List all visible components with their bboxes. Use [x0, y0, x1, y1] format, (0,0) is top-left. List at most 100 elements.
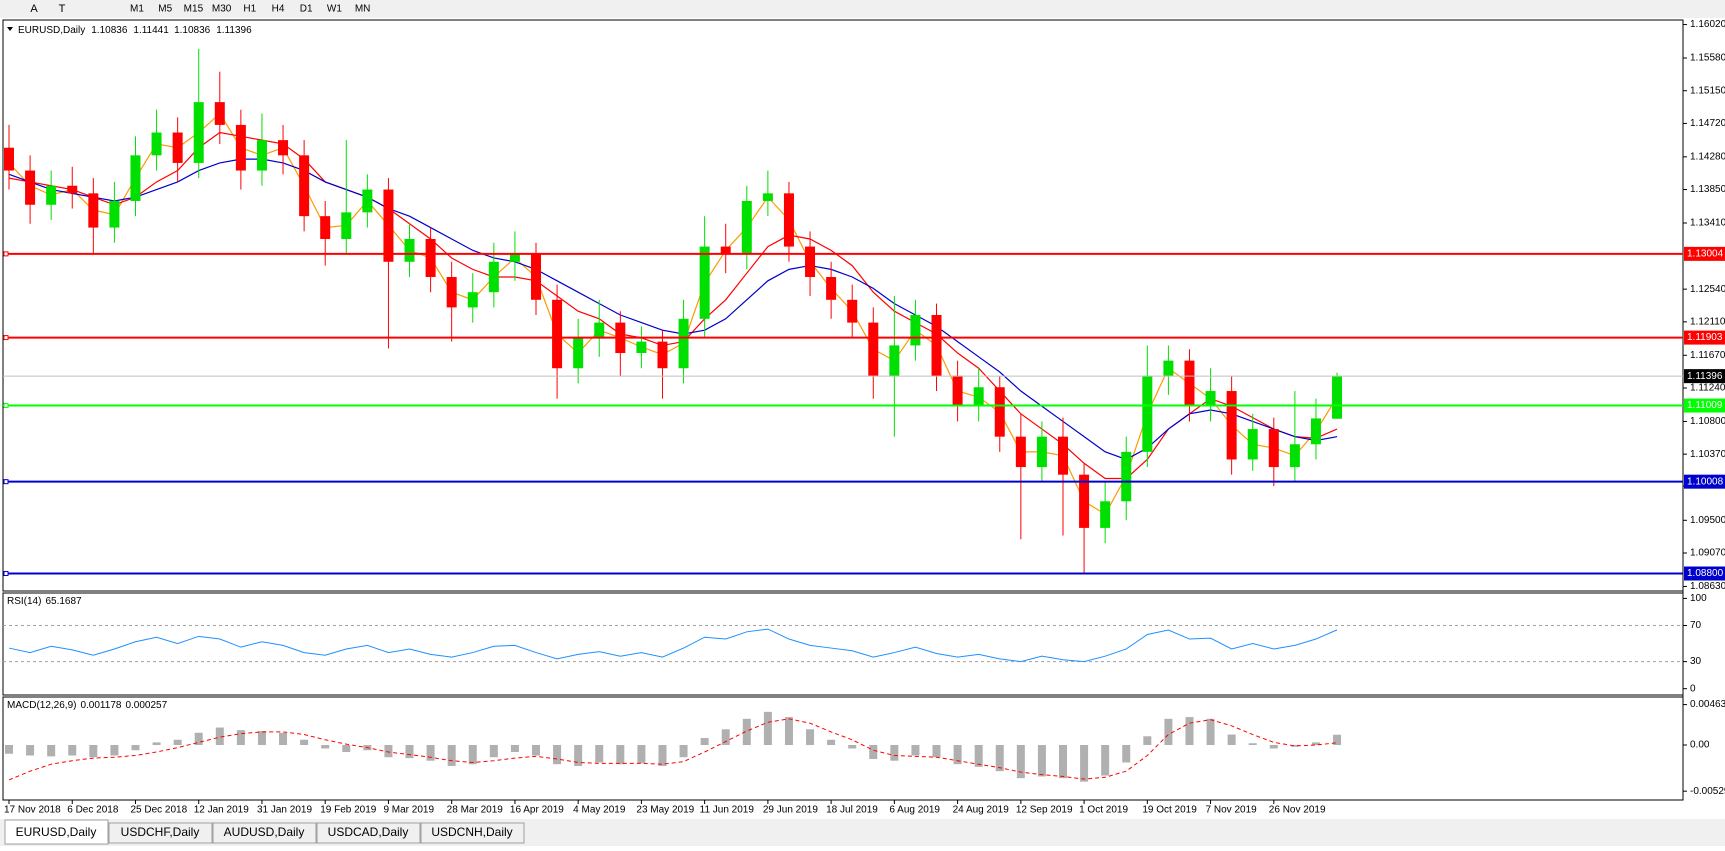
- macd-bar: [152, 742, 161, 746]
- level-label: 1.11903: [1687, 332, 1723, 343]
- macd-bar: [574, 745, 583, 766]
- tab[interactable]: [420, 822, 525, 844]
- toolbar: [0, 0, 1725, 18]
- candle-body: [193, 102, 204, 163]
- tab[interactable]: [316, 822, 421, 844]
- macd-bar: [89, 745, 98, 758]
- x-tick-label: 11 Jun 2019: [700, 805, 755, 816]
- timeframe-button[interactable]: M1: [130, 4, 144, 15]
- macd-bar: [911, 745, 920, 756]
- y-tick-label: 0: [1690, 683, 1696, 694]
- candle-body: [446, 276, 457, 308]
- y-tick-label: 1.10800: [1690, 416, 1725, 427]
- candle-body: [1036, 436, 1047, 468]
- macd-bar: [784, 717, 793, 746]
- candle-body: [404, 238, 415, 262]
- tab-label[interactable]: EURUSD,Daily: [16, 825, 97, 839]
- x-tick-label: 4 May 2019: [573, 805, 626, 816]
- candle-body: [383, 189, 394, 262]
- current-price-label: 1.11396: [1687, 371, 1723, 382]
- moving-average: [8, 158, 1338, 461]
- candle-body: [826, 276, 837, 300]
- macd-signal-value: 0.000257: [125, 700, 167, 711]
- macd-bar: [300, 739, 309, 746]
- candle-body: [847, 299, 858, 323]
- timeframe-button[interactable]: W1: [327, 4, 342, 15]
- timeframe-button[interactable]: D1: [300, 4, 313, 15]
- tool-icon[interactable]: T: [59, 3, 66, 15]
- candle-body: [509, 254, 520, 262]
- macd-bar: [658, 745, 667, 766]
- main-pane: [2, 19, 1684, 592]
- ohlc-value: 1.11396: [216, 25, 252, 36]
- y-tick-label: 1.14720: [1690, 118, 1725, 129]
- x-tick-label: 12 Sep 2019: [1016, 805, 1073, 816]
- tab[interactable]: [212, 822, 317, 844]
- candle-body: [573, 337, 584, 369]
- x-tick-label: 25 Dec 2018: [130, 805, 187, 816]
- candle-body: [910, 315, 921, 346]
- level-box: [1684, 330, 1725, 345]
- macd-bar: [1227, 734, 1236, 746]
- macd-bar: [5, 745, 13, 754]
- y-tick-label: 70: [1690, 620, 1702, 631]
- y-tick-label: 1.09500: [1690, 515, 1725, 526]
- candle-body: [341, 212, 352, 239]
- tab-label[interactable]: AUDUSD,Daily: [224, 825, 305, 839]
- candle-body: [25, 170, 36, 205]
- tab-label[interactable]: USDCHF,Daily: [121, 825, 200, 839]
- macd-bar: [1016, 745, 1025, 779]
- macd-bar: [1059, 745, 1067, 779]
- timeframe-button[interactable]: H1: [243, 4, 256, 15]
- candle-body: [531, 254, 541, 300]
- candle-body: [151, 132, 162, 156]
- x-tick-label: 23 May 2019: [636, 805, 694, 816]
- x-tick-label: 16 Apr 2019: [510, 805, 564, 816]
- y-tick-label: 1.13410: [1690, 218, 1725, 229]
- macd-bar: [553, 745, 562, 765]
- x-tick-label: 12 Jan 2019: [194, 805, 249, 816]
- macd-bar: [827, 739, 836, 746]
- candle-body: [594, 322, 605, 338]
- macd-bar: [447, 745, 456, 766]
- macd-bar: [848, 745, 857, 749]
- x-tick-label: 26 Nov 2019: [1269, 805, 1326, 816]
- candle-body: [46, 185, 57, 205]
- candle-body: [805, 246, 816, 277]
- timeframe-button[interactable]: M30: [212, 4, 232, 15]
- y-tick-label: 100: [1690, 593, 1707, 604]
- level-label: 1.10008: [1687, 476, 1724, 487]
- candle-body: [1058, 436, 1068, 475]
- tab-label[interactable]: USDCNH,Daily: [431, 825, 512, 839]
- candle-body: [720, 246, 731, 255]
- candle-body: [4, 147, 14, 171]
- macd-bar: [1333, 734, 1342, 746]
- tab[interactable]: [108, 822, 213, 844]
- macd-bar: [257, 731, 266, 746]
- timeframe-button[interactable]: MN: [355, 4, 371, 15]
- candle-body: [1205, 391, 1216, 407]
- timeframe-button[interactable]: M15: [184, 4, 204, 15]
- tab-label[interactable]: USDCAD,Daily: [328, 825, 409, 839]
- y-tick-label: 1.15580: [1690, 53, 1725, 64]
- x-tick-label: 1 Oct 2019: [1079, 805, 1128, 816]
- candle-body: [952, 375, 963, 407]
- current-price-box: [1684, 369, 1725, 384]
- macd-bar: [995, 745, 1004, 772]
- tool-icon[interactable]: A: [30, 3, 38, 15]
- candle-body: [994, 387, 1005, 437]
- ohlc-value: 1.11441: [133, 25, 169, 36]
- macd-bar: [1311, 742, 1320, 746]
- candle-body: [931, 315, 942, 376]
- candle-body: [67, 185, 78, 194]
- candle-body: [467, 292, 478, 308]
- timeframe-button[interactable]: H4: [272, 4, 285, 15]
- macd-bar: [131, 745, 140, 751]
- macd-bar: [321, 745, 330, 749]
- y-tick-label: 30: [1690, 656, 1702, 667]
- tab[interactable]: [4, 819, 109, 845]
- timeframe-button[interactable]: M5: [158, 4, 172, 15]
- candle-body: [172, 132, 183, 163]
- rsi-header: RSI(14) 65.1687: [7, 596, 82, 607]
- moving-average: [8, 112, 1338, 516]
